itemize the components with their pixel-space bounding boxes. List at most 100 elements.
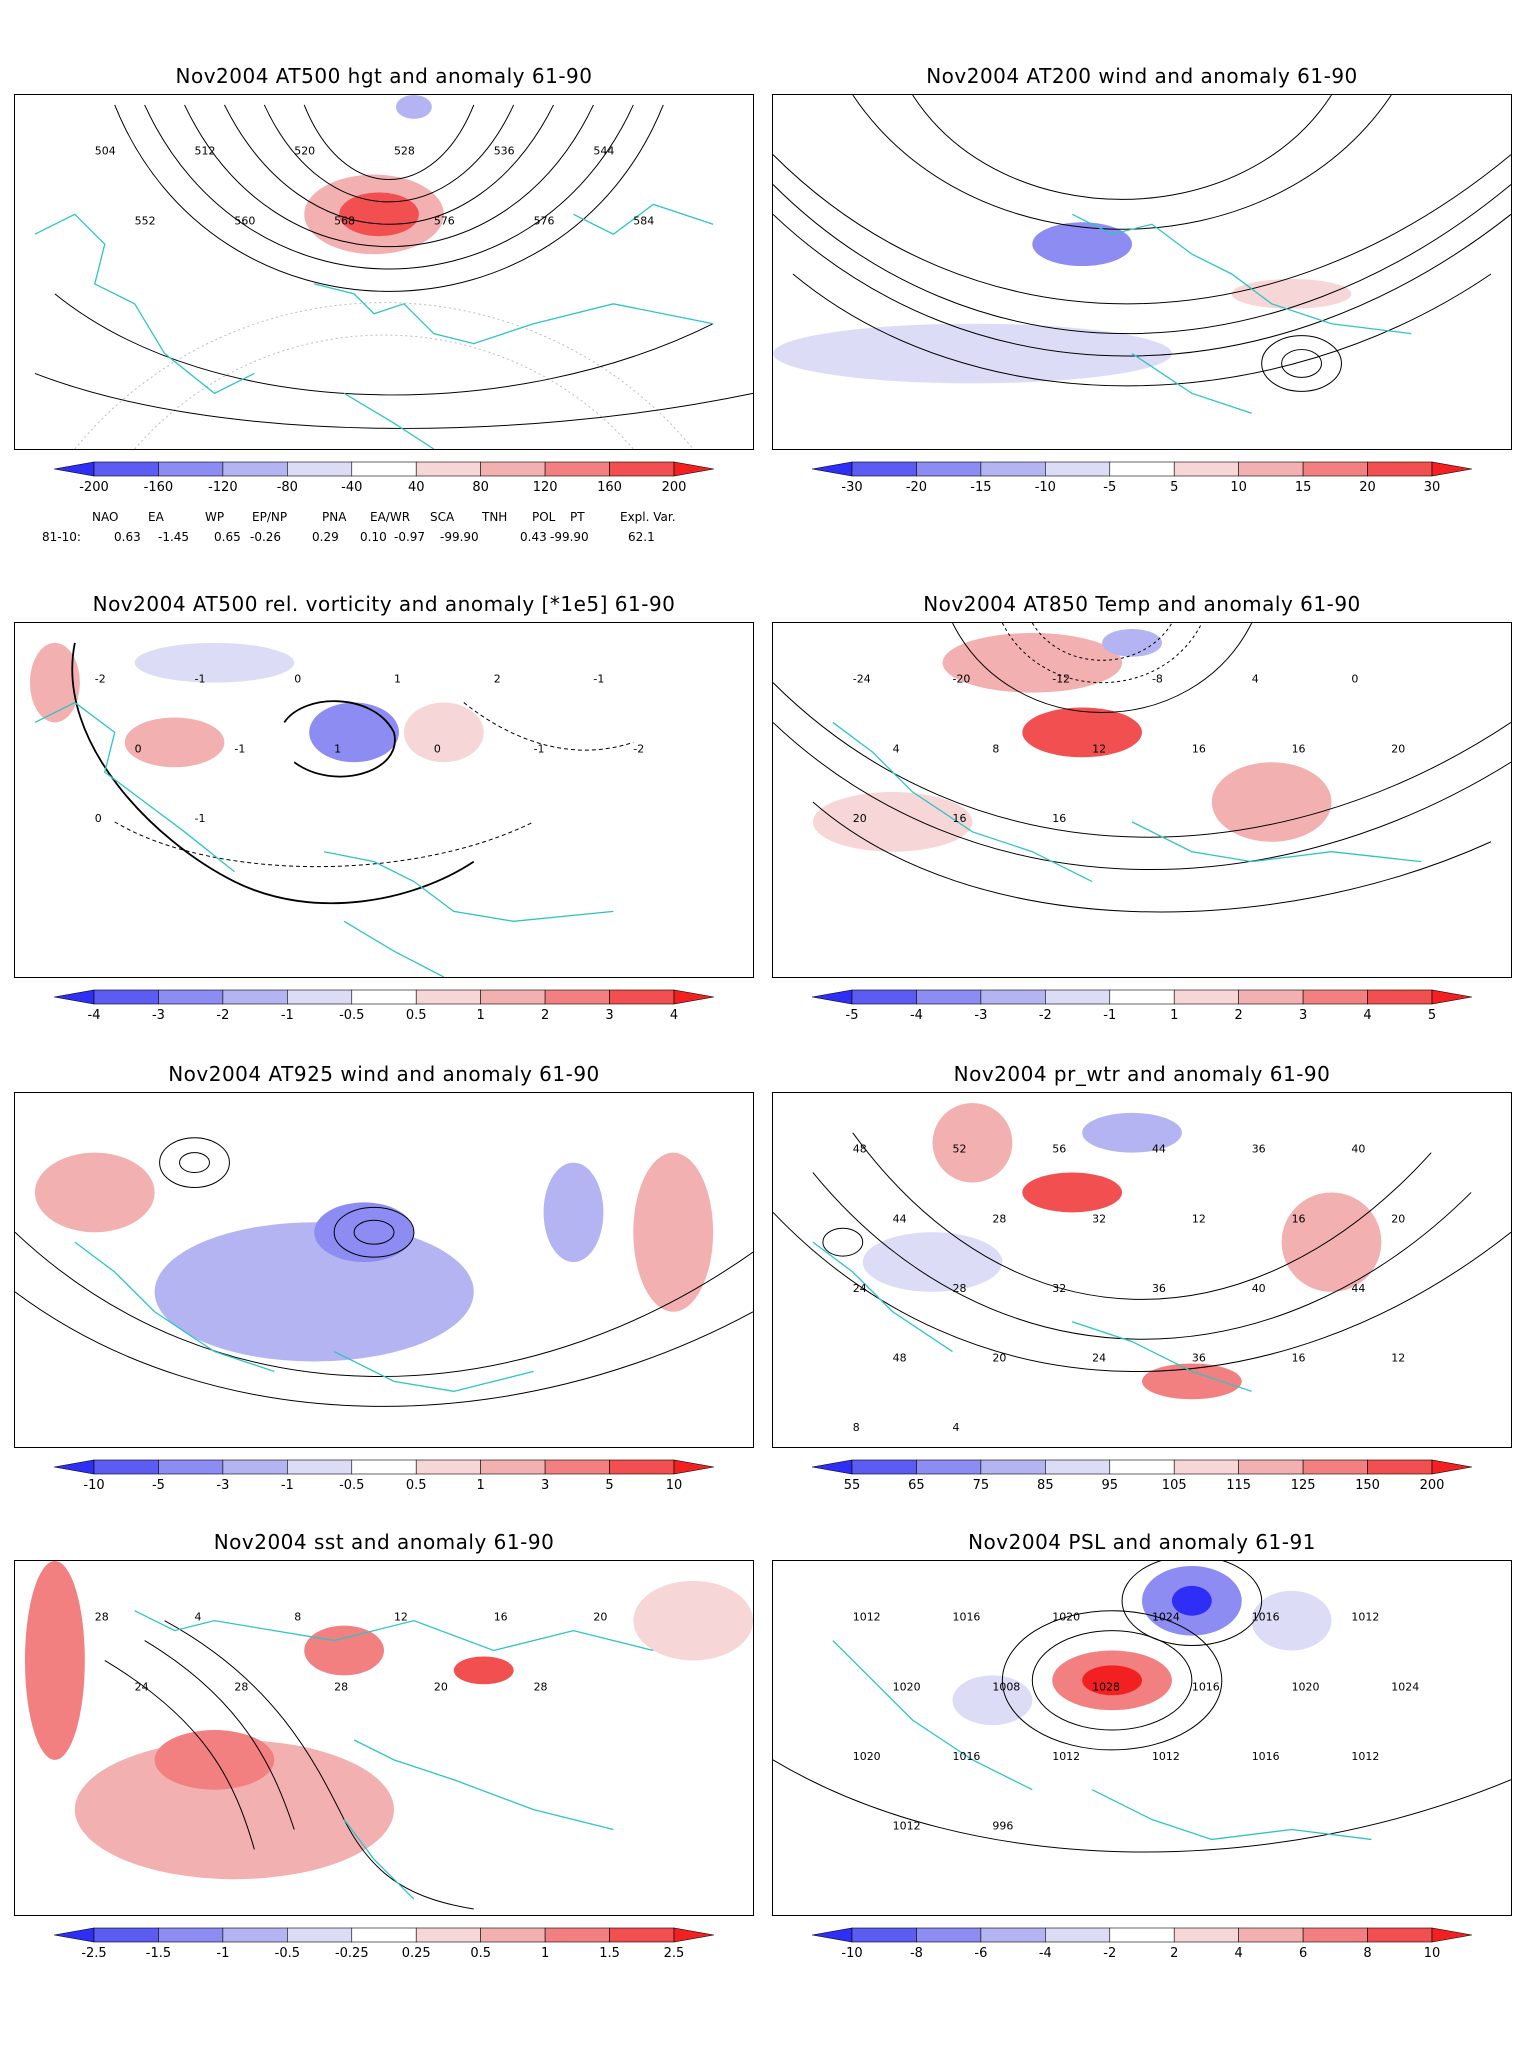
colorbar-tick-label: 105	[1162, 1478, 1187, 1493]
colorbar-tick-label: -10	[841, 1946, 862, 1961]
colorbar-tick-label: -2	[1103, 1946, 1116, 1961]
colorbar-arrow-low	[812, 461, 853, 477]
colorbar-segment	[1302, 989, 1368, 1005]
contour-label: 28	[992, 1212, 1006, 1225]
contour-label: 1020	[853, 1750, 881, 1763]
colorbar-segment	[351, 1459, 417, 1475]
colorbar-segment	[287, 1459, 353, 1475]
colorbar-tick-label: 10	[666, 1478, 683, 1493]
colorbar-tick-label: -4	[88, 1008, 101, 1023]
colorbar-tick-label: 5	[605, 1478, 613, 1493]
colorbar-segment	[1238, 989, 1304, 1005]
panel-title: Nov2004 pr_wtr and anomaly 61-90	[953, 1062, 1331, 1086]
colorbar-segment	[351, 989, 417, 1005]
contour-label: 28	[95, 1611, 109, 1624]
contour-label: -2	[633, 742, 644, 755]
colorbar-tick-label: 0.5	[406, 1008, 427, 1023]
colorbar-tick-label: 4	[670, 1008, 678, 1023]
contour-label: -1	[195, 812, 206, 825]
contour-label: 28	[534, 1680, 548, 1693]
colorbar-segment	[1045, 1459, 1111, 1475]
contour-label: 20	[593, 1611, 607, 1624]
colorbar-segment	[1109, 1927, 1175, 1943]
map-frame: 504 512 520 528 536 544 552 560 568 576 576 584	[14, 94, 754, 450]
colorbar-tick-label: -5	[152, 1478, 165, 1493]
colorbar-tick-label: 0.5	[406, 1478, 427, 1493]
panel-title: Nov2004 AT925 wind and anomaly 61-90	[168, 1062, 600, 1086]
colorbar-segment	[851, 989, 917, 1005]
contour-label: 1020	[1052, 1611, 1080, 1624]
colorbar-tick-label: 55	[844, 1478, 861, 1493]
contour-label: 1012	[893, 1819, 921, 1832]
index-value: 0.63	[114, 530, 141, 544]
colorbar-arrow-low	[812, 1459, 853, 1475]
colorbar-tick-label: 120	[533, 480, 558, 495]
panel-title: Nov2004 AT500 hgt and anomaly 61-90	[175, 64, 593, 88]
index-row-label: 81-10:	[42, 530, 81, 544]
map-frame: 28 4 8 12 16 20 24 28 28 20 28	[14, 1560, 754, 1916]
index-header: PNA	[322, 510, 347, 524]
contour-label: 0	[95, 812, 102, 825]
colorbar-arrow-high	[1431, 1459, 1472, 1475]
contour-label: 28	[953, 1282, 967, 1295]
index-header: EA/WR	[370, 510, 411, 524]
contour-label: 544	[593, 145, 614, 158]
colorbar-segment	[1367, 461, 1433, 477]
colorbar-tick-label: 4	[1235, 1946, 1243, 1961]
colorbar-tick-label: 2	[1170, 1946, 1178, 1961]
panel-at850-temp: Nov2004 AT850 Temp and anomaly 61-90 -2	[772, 592, 1512, 1112]
colorbar-arrow-high	[1431, 461, 1472, 477]
map-frame: -2 -1 0 1 2 -1 0 -1 1 0 -1 -2 0 -1	[14, 622, 754, 978]
contour-label: 20	[434, 1680, 448, 1693]
map-frame	[14, 1092, 754, 1448]
contour-label: 36	[1252, 1143, 1266, 1156]
contour-label: 40	[1252, 1282, 1266, 1295]
panel-at925-wind: Nov2004 AT925 wind and anomaly 61-90 -10…	[14, 1062, 754, 1582]
map-sst: 28 4 8 12 16 20 24 28 28 20 28	[24, 1561, 753, 1910]
panel-title: Nov2004 AT850 Temp and anomaly 61-90	[923, 592, 1361, 616]
colorbar-segment	[93, 1927, 159, 1943]
colorbar: -5 -4 -3 -2 -1 1 2 3 4 5	[812, 988, 1472, 1030]
contour-label: 16	[953, 812, 967, 825]
contour-label: 4	[893, 742, 900, 755]
colorbar-svg: -4 -3 -2 -1 -0.5 0.5 1 2 3 4	[54, 989, 714, 1023]
colorbar-segment	[480, 989, 546, 1005]
colorbar-tick-label: 125	[1291, 1478, 1316, 1493]
contour-label: 32	[1052, 1282, 1066, 1295]
colorbar: -10 -5 -3 -1 -0.5 0.5 1 3 5 10	[54, 1458, 714, 1500]
colorbar-tick-label: 20	[1359, 480, 1376, 495]
colorbar-tick-label: -5	[1103, 480, 1116, 495]
colorbar-tick-label: -8	[910, 1946, 923, 1961]
colorbar-tick-label: -160	[144, 480, 174, 495]
colorbar-segment	[916, 1927, 982, 1943]
contour-label: 24	[853, 1282, 867, 1295]
contour-label: 1012	[1052, 1750, 1080, 1763]
contour-label: 44	[893, 1212, 907, 1225]
colorbar-segment	[1173, 1459, 1239, 1475]
colorbar-tick-label: 4	[1363, 1008, 1371, 1023]
colorbar-segment	[1109, 989, 1175, 1005]
map-frame	[772, 94, 1512, 450]
colorbar-tick-label: -1	[216, 1946, 229, 1961]
map-at925-wind	[15, 1137, 753, 1407]
colorbar-segment	[158, 461, 224, 477]
colorbar-tick-label: 200	[1420, 1478, 1445, 1493]
colorbar-tick-label: -6	[974, 1946, 987, 1961]
map-frame: 1012 1016 1020 1024 1016 1012 1020 1008 1028 1016…	[772, 1560, 1512, 1916]
colorbar-segment	[158, 1927, 224, 1943]
colorbar-segment	[351, 461, 417, 477]
contour-label: 576	[534, 214, 555, 227]
index-value: -1.45	[158, 530, 190, 544]
panel-psl: Nov2004 PSL and anomaly 61-91 1012 1016 10…	[772, 1530, 1512, 2050]
contour-label: 1016	[953, 1750, 981, 1763]
colorbar-segment	[1302, 461, 1368, 477]
contour-label: 36	[1192, 1351, 1206, 1364]
colorbar-tick-label: -5	[846, 1008, 859, 1023]
colorbar-segment	[1302, 1459, 1368, 1475]
colorbar-segment	[287, 989, 353, 1005]
map-psl: 1012 1016 1020 1024 1016 1012 1020 1008 1028 1016…	[773, 1561, 1511, 1853]
colorbar-arrow-low	[54, 989, 95, 1005]
colorbar-segment	[93, 989, 159, 1005]
colorbar-tick-label: 150	[1355, 1478, 1380, 1493]
colorbar-svg: -200 -160 -120 -80 -40 40 80 120 160 200	[54, 461, 714, 495]
